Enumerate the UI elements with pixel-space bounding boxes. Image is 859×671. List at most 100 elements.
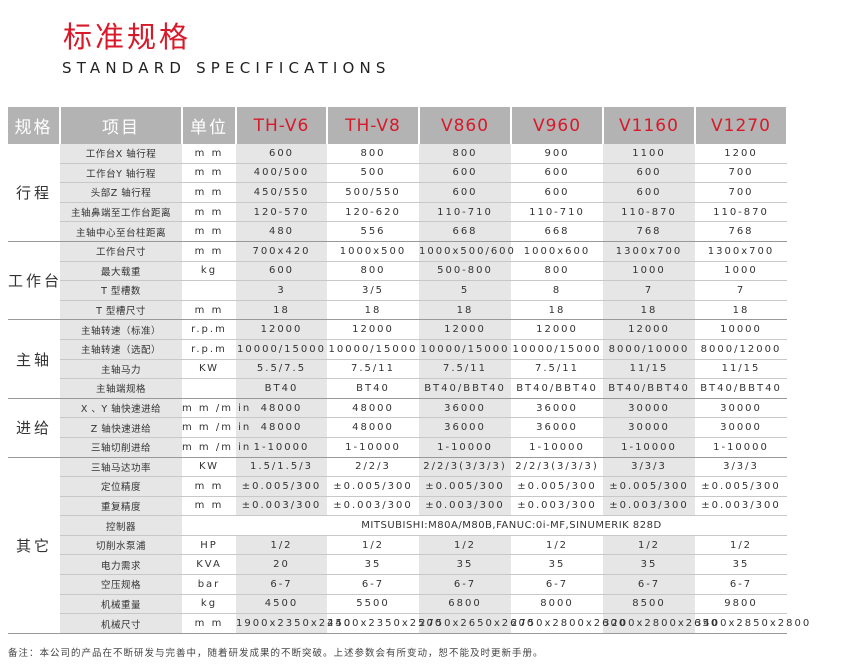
value-cell: 1.5/1.5/3 bbox=[236, 457, 327, 478]
item-label: 主轴转速（选配） bbox=[60, 339, 182, 360]
item-label: 机械尺寸 bbox=[60, 613, 182, 634]
item-label: 工作台尺寸 bbox=[60, 241, 182, 262]
item-label: 头部Z 轴行程 bbox=[60, 182, 182, 203]
value-cell: 30000 bbox=[603, 398, 695, 419]
item-label: X 、Y 轴快速进给 bbox=[60, 398, 182, 419]
value-cell: 10000/15000 bbox=[511, 339, 603, 360]
value-cell: 48000 bbox=[236, 398, 327, 419]
value-cell: ±0.005/300 bbox=[511, 476, 603, 497]
spec-table: 规格 项目 单位 TH-V6 TH-V8 V860 V960 V1160 V12… bbox=[8, 107, 809, 634]
header-model: V860 bbox=[419, 107, 512, 144]
value-cell: BT40/BBT40 bbox=[419, 378, 511, 399]
item-label: 工作台X 轴行程 bbox=[60, 144, 182, 164]
item-label: 主轴马力 bbox=[60, 359, 182, 380]
value-cell: 600 bbox=[419, 163, 511, 184]
value-cell: 2/2/3(3/3/3) bbox=[419, 457, 511, 478]
value-cell: 35 bbox=[327, 554, 419, 576]
value-cell: 35 bbox=[695, 554, 787, 576]
value-cell: 450/550 bbox=[236, 182, 327, 203]
value-cell: 800 bbox=[419, 144, 511, 164]
value-cell: ±0.003/300 bbox=[603, 496, 695, 517]
value-cell: 18 bbox=[327, 300, 419, 321]
value-cell: 700 bbox=[695, 163, 787, 184]
unit-cell: m m bbox=[182, 163, 236, 184]
value-cell: 1000x500 bbox=[327, 241, 419, 262]
unit-cell: m m bbox=[182, 221, 236, 242]
item-label: 空压规格 bbox=[60, 574, 182, 595]
value-cell: BT40/BBT40 bbox=[695, 378, 787, 399]
table-row: 空压规格 bar 6-7 6-7 6-7 6-7 6-7 6-7 bbox=[8, 574, 787, 595]
item-label: 工作台Y 轴行程 bbox=[60, 163, 182, 184]
value-cell: 668 bbox=[511, 221, 603, 242]
table-row: 电力需求 KVA 20 35 35 35 35 35 bbox=[8, 554, 787, 576]
table-row: 主轴中心至台柱距离 m m 480 556 668 668 768 768 bbox=[8, 221, 787, 242]
value-cell: 12000 bbox=[511, 319, 603, 340]
table-row: 定位精度 m m ±0.005/300 ±0.005/300 ±0.005/300 ±0.… bbox=[8, 476, 787, 497]
item-label: 最大载重 bbox=[60, 261, 182, 282]
value-cell: 2/2/3 bbox=[327, 457, 419, 478]
value-cell: 5500 bbox=[327, 594, 419, 615]
value-cell: 1300x700 bbox=[603, 241, 695, 262]
group-label: 其它 bbox=[8, 457, 60, 634]
value-cell: ±0.003/300 bbox=[511, 496, 603, 517]
value-cell: 3/3/3 bbox=[603, 457, 695, 478]
value-cell: 11/15 bbox=[603, 359, 695, 380]
value-cell: 110-710 bbox=[419, 202, 511, 223]
value-cell: 7.5/11 bbox=[419, 359, 511, 380]
value-cell: 7 bbox=[695, 280, 787, 301]
value-cell: 120-620 bbox=[327, 202, 419, 223]
value-cell: 36000 bbox=[511, 398, 603, 419]
unit-cell bbox=[182, 280, 236, 301]
value-cell: ±0.003/300 bbox=[327, 496, 419, 517]
value-cell: 1/2 bbox=[695, 535, 787, 556]
value-cell: 36000 bbox=[419, 398, 511, 419]
unit-cell: KW bbox=[182, 359, 236, 380]
item-label: 机械重量 bbox=[60, 594, 182, 615]
value-cell: 400/500 bbox=[236, 163, 327, 184]
unit-cell: kg bbox=[182, 261, 236, 282]
value-cell: 35 bbox=[419, 554, 511, 576]
value-cell: 110-710 bbox=[511, 202, 603, 223]
value-cell: 10000/15000 bbox=[236, 339, 327, 360]
table-row: 控制器 MITSUBISHI:M80A/M80B,FANUC:0i-MF,SINU… bbox=[8, 515, 787, 536]
item-label: 电力需求 bbox=[60, 554, 182, 576]
unit-cell: KVA bbox=[182, 554, 236, 576]
item-label: T 型槽数 bbox=[60, 280, 182, 301]
unit-cell: m m bbox=[182, 476, 236, 497]
item-label: 三轴马达功率 bbox=[60, 457, 182, 478]
value-cell: 900 bbox=[511, 144, 603, 164]
value-cell: BT40 bbox=[327, 378, 419, 399]
value-cell: 500/550 bbox=[327, 182, 419, 203]
value-cell: ±0.005/300 bbox=[327, 476, 419, 497]
value-cell: 1000x600 bbox=[511, 241, 603, 262]
value-cell: 30000 bbox=[695, 398, 787, 419]
value-cell: 2750x2800x2600 bbox=[511, 613, 625, 634]
item-label: 三轴切削进给 bbox=[60, 437, 182, 458]
unit-cell: m m /m in bbox=[182, 398, 249, 419]
value-cell: 800 bbox=[327, 144, 419, 164]
value-cell: ±0.003/300 bbox=[236, 496, 327, 517]
value-cell: 20 bbox=[236, 554, 327, 576]
value-cell: 8000/12000 bbox=[695, 339, 787, 360]
value-cell: 7 bbox=[603, 280, 695, 301]
item-label: 切削水泵浦 bbox=[60, 535, 182, 556]
unit-cell: r.p.m bbox=[182, 339, 236, 360]
table-row: 其它 三轴马达功率 KW 1.5/1.5/3 2/2/3 2/2/3(3/3/3) 2/2/… bbox=[8, 457, 787, 634]
table-row: T 型槽尺寸 m m 18 18 18 18 18 18 bbox=[8, 300, 787, 321]
value-cell: 1000x500/600 bbox=[419, 241, 514, 262]
table-row: 主轴马力 KW 5.5/7.5 7.5/11 7.5/11 7.5/11 11/15 11/1… bbox=[8, 359, 787, 380]
value-cell: 6-7 bbox=[327, 574, 419, 595]
unit-cell: m m bbox=[182, 182, 236, 203]
value-cell: 6-7 bbox=[511, 574, 603, 595]
value-cell: 600 bbox=[603, 182, 695, 203]
value-cell: 18 bbox=[419, 300, 511, 321]
unit-cell: m m /m in bbox=[182, 417, 249, 438]
group-label: 行程 bbox=[8, 144, 60, 242]
value-cell: 10000/15000 bbox=[419, 339, 511, 360]
header-row: 规格 项目 单位 TH-V6 TH-V8 V860 V960 V1160 V12… bbox=[8, 107, 788, 144]
header-group: 规格 bbox=[8, 107, 61, 144]
page-title: 标准规格 bbox=[63, 20, 192, 54]
value-cell: 6-7 bbox=[419, 574, 511, 595]
value-cell: 6-7 bbox=[603, 574, 695, 595]
value-cell: 48000 bbox=[236, 417, 327, 438]
